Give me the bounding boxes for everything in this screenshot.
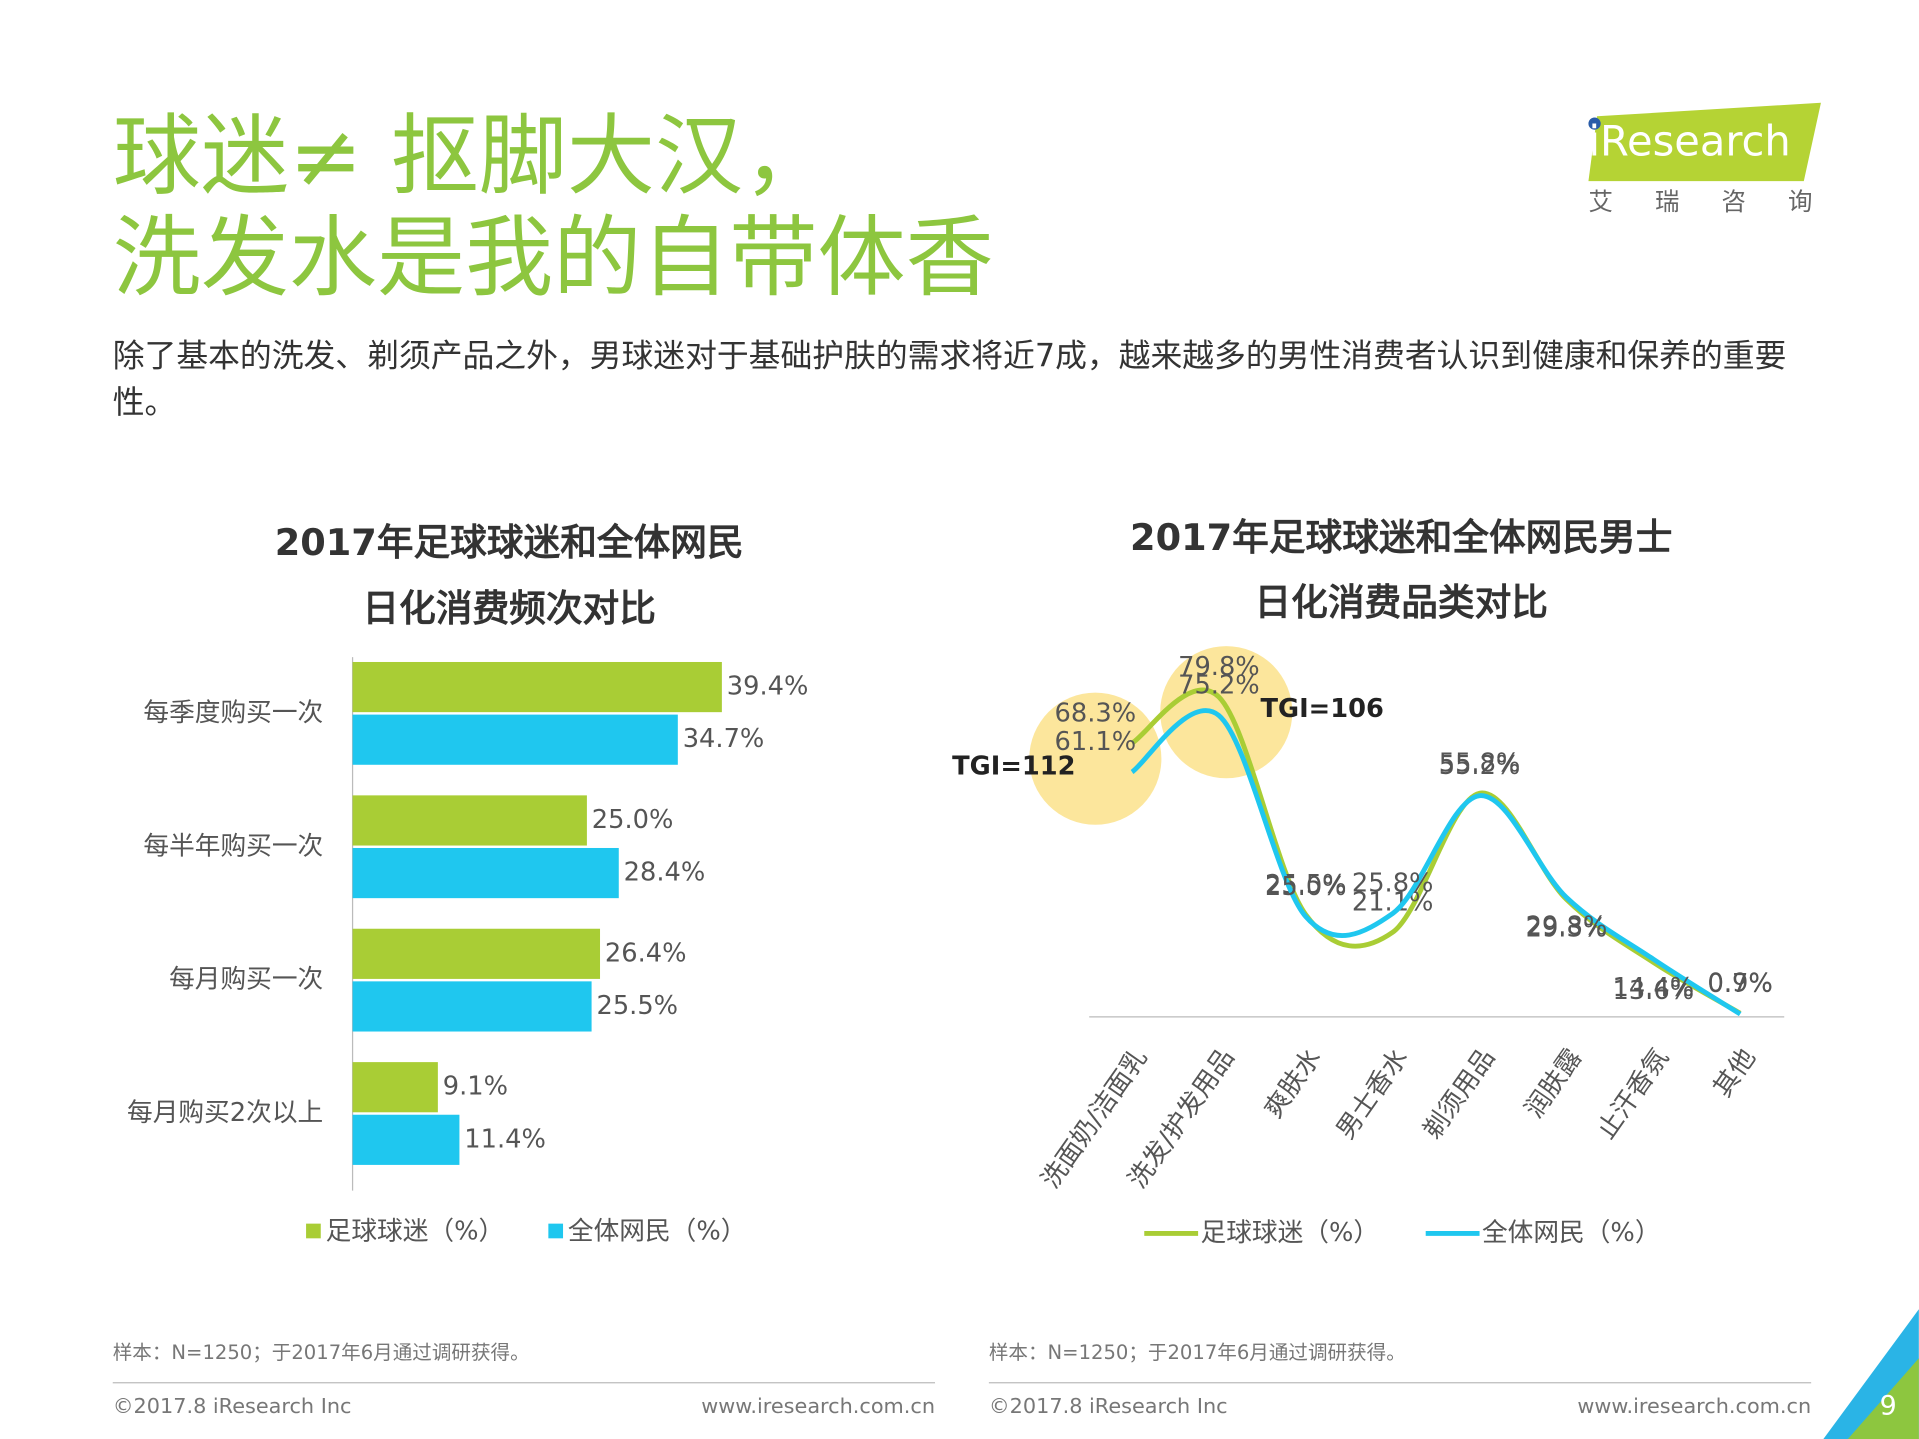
title: 洗发水是我的自带体香: [113, 206, 994, 309]
page-number: 9: [1880, 1391, 1897, 1422]
bar: [352, 661, 722, 713]
legend-label: 全体网民（%）: [1482, 1218, 1661, 1248]
category-label: 每半年购买一次: [143, 831, 323, 861]
legend-swatch: [548, 1223, 564, 1239]
value-label: 14.4%: [1612, 973, 1694, 1003]
chart-title: 日化消费品类对比: [1254, 581, 1548, 624]
category-label: 爽肤水: [1259, 1043, 1328, 1124]
bar: [352, 928, 601, 979]
bar: [352, 795, 587, 846]
url: www.iresearch.com.cn: [701, 1394, 935, 1418]
annotation: TGI=112: [952, 752, 1075, 782]
logo-dot: [1588, 117, 1601, 130]
source: 样本：N=1250；于2017年6月通过调研获得。: [989, 1341, 1406, 1364]
chart-title: 2017年足球球迷和全体网民: [275, 521, 744, 564]
value-label: 79.8%: [1178, 652, 1260, 682]
corner: [1847, 1358, 1919, 1439]
category-label: 男士香水: [1331, 1043, 1415, 1145]
category-label: 止汗香氛: [1591, 1043, 1675, 1144]
value-label: 39.4%: [727, 672, 809, 702]
bar: [352, 847, 619, 899]
value-label: 25.5%: [596, 991, 678, 1021]
copyright: ©2017.8 iResearch Inc: [113, 1394, 352, 1418]
value-label: 55.8%: [1439, 748, 1521, 778]
value-label: 55.2%: [1439, 751, 1521, 781]
legend-label: 全体网民（%）: [568, 1217, 747, 1247]
annotation: TGI=106: [1261, 694, 1384, 724]
legend-label: 足球球迷（%）: [326, 1217, 505, 1247]
value-label: 25.8%: [1352, 869, 1434, 899]
legend-swatch: [306, 1223, 321, 1239]
bar: [352, 1114, 460, 1165]
value-label: 13.6%: [1612, 976, 1694, 1006]
subtitle: 性。: [113, 383, 177, 421]
value-label: 25.0%: [1265, 872, 1347, 902]
logo-cn: 艾 瑞 咨 询: [1588, 187, 1829, 216]
highlight: [1029, 692, 1162, 825]
logo-bg: [1588, 102, 1821, 182]
bar: [352, 1062, 438, 1113]
value-label: 9.1%: [443, 1072, 508, 1102]
value-label: 28.4%: [624, 858, 706, 888]
value-label: 61.1%: [1055, 727, 1137, 757]
value-label: 0.9%: [1708, 968, 1773, 998]
value-label: 68.3%: [1055, 698, 1137, 728]
category-label: 每月购买2次以上: [127, 1098, 323, 1128]
url: www.iresearch.com.cn: [1577, 1394, 1811, 1418]
highlight: [1160, 646, 1293, 779]
series-line: [1130, 687, 1742, 1016]
category-label: 每月购买一次: [169, 965, 323, 995]
category-label: 其他: [1708, 1043, 1762, 1102]
category-label: 润肤露: [1519, 1043, 1588, 1123]
value-label: 0.7%: [1708, 969, 1773, 999]
legend-label: 足球球迷（%）: [1201, 1218, 1380, 1248]
chart-title: 日化消费频次对比: [362, 587, 656, 630]
series-line: [1130, 708, 1742, 1017]
category-label: 每季度购买一次: [143, 698, 323, 728]
value-label: 11.4%: [464, 1124, 546, 1154]
bar: [352, 714, 678, 765]
value-label: 34.7%: [683, 724, 765, 754]
value-label: 25.5%: [1265, 870, 1347, 900]
subtitle: 除了基本的洗发、剃须产品之外，男球迷对于基础护肤的需求将近7成，越来越多的男性消…: [113, 336, 1787, 374]
value-label: 75.2%: [1178, 671, 1260, 701]
chart-title: 2017年足球球迷和全体网民男士: [1130, 516, 1672, 559]
category-label: 剃须用品: [1418, 1043, 1502, 1144]
copyright: ©2017.8 iResearch Inc: [989, 1394, 1228, 1418]
title: 球迷≠ 抠脚大汉，: [113, 105, 831, 208]
value-label: 25.0%: [592, 805, 674, 835]
logo: iResearch: [1588, 116, 1790, 165]
value-label: 26.4%: [605, 938, 687, 968]
source: 样本：N=1250；于2017年6月通过调研获得。: [113, 1341, 530, 1364]
bar: [352, 981, 592, 1032]
value-label: 29.8%: [1526, 911, 1608, 941]
